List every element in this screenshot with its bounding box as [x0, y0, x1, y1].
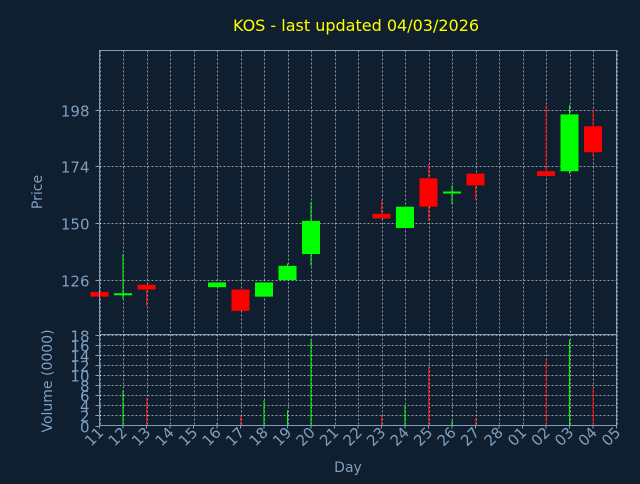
volume-tick-label-12: 12: [70, 358, 89, 376]
candle-body-19: [278, 265, 297, 281]
price-axis-label: Price: [30, 175, 46, 209]
candle-body-16: [208, 282, 226, 288]
x-axis-label: Day: [334, 460, 362, 476]
volume-tick-label-6: 6: [80, 388, 90, 406]
volume-tick-label-18: 18: [70, 328, 89, 346]
volume-tick-label-4: 4: [80, 398, 90, 416]
volume-tick-label-16: 16: [70, 338, 89, 356]
volume-tick-label-2: 2: [80, 408, 90, 426]
candle-body-25: [419, 178, 438, 207]
candle-body-13: [137, 284, 156, 290]
candle-body-03: [560, 114, 579, 172]
price-tick-label-126: 126: [61, 273, 90, 291]
volume-bars-layer: [122, 339, 594, 426]
volume-tick-label-10: 10: [70, 368, 89, 386]
volume-tick-label-0: 0: [80, 419, 90, 437]
volume-tick-label-14: 14: [70, 348, 89, 366]
candle-body-17: [231, 289, 250, 311]
candle-body-23: [372, 213, 391, 219]
candle-body-20: [302, 220, 320, 255]
candle-body-12: [114, 293, 132, 296]
price-tick-label-150: 150: [61, 216, 90, 234]
candle-body-04: [584, 126, 602, 153]
price-tick-label-198: 198: [61, 103, 90, 121]
candle-body-02: [537, 171, 555, 176]
candle-body-26: [443, 191, 461, 194]
candles-layer: [90, 104, 602, 311]
chart-title: KOS - last updated 04/03/2026: [233, 16, 479, 35]
volume-tick-label-8: 8: [80, 378, 90, 396]
candle-body-18: [255, 282, 273, 297]
price-tick-label-174: 174: [61, 159, 90, 177]
volume-axis-label: Volume (0000): [40, 329, 56, 432]
candle-body-24: [396, 206, 414, 228]
candle-body-27: [466, 173, 485, 186]
